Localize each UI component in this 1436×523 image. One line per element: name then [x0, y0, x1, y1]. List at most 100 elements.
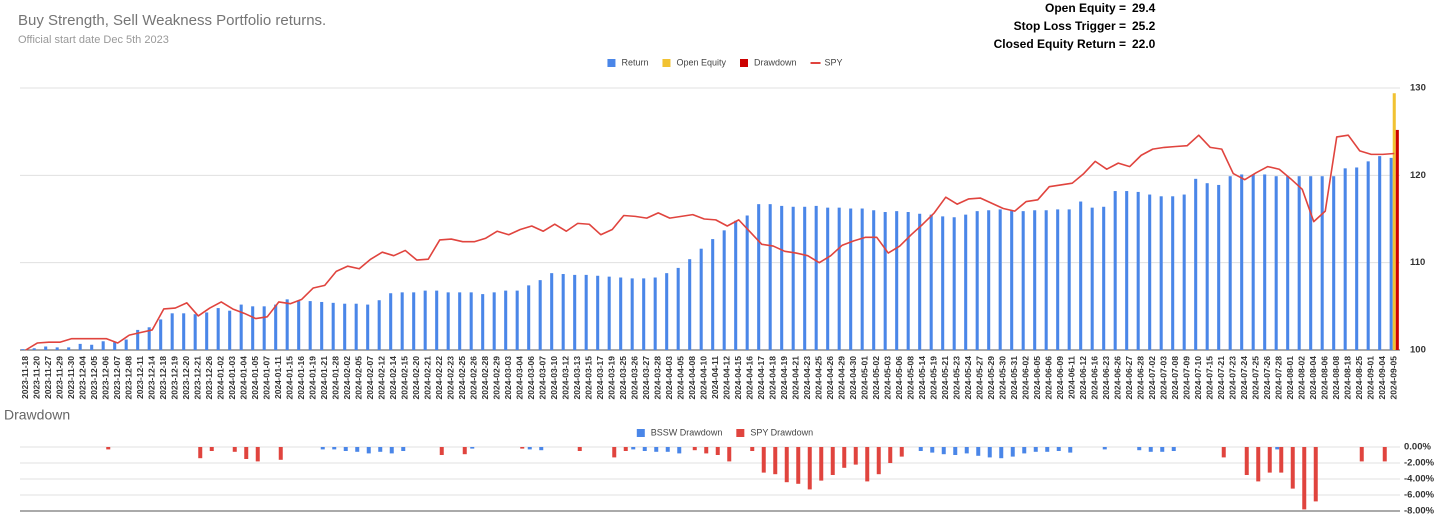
- bar: [768, 204, 772, 350]
- bar: [193, 314, 197, 350]
- x-tick-label: 2023-12-20: [181, 356, 191, 400]
- bar: [527, 447, 532, 450]
- y-tick-label: 130: [1410, 83, 1426, 94]
- bar: [987, 210, 991, 350]
- x-tick-label: 2024-03-27: [641, 356, 651, 400]
- bar: [389, 293, 393, 350]
- stat-value: 29.4: [1132, 1, 1156, 15]
- x-tick-label: 2024-04-08: [687, 356, 697, 400]
- x-tick-label: 2024-02-25: [457, 356, 467, 400]
- bar: [596, 275, 600, 350]
- bar: [136, 329, 140, 350]
- bar: [642, 278, 646, 350]
- bar: [906, 212, 910, 350]
- x-tick-label: 2023-11-27: [43, 356, 53, 399]
- bar: [692, 447, 697, 451]
- bar: [773, 447, 778, 475]
- bar: [853, 447, 858, 465]
- x-tick-label: 2024-06-26: [1113, 356, 1123, 400]
- bar: [539, 447, 544, 451]
- x-tick-label: 2024-07-03: [1159, 356, 1169, 400]
- bar: [918, 447, 923, 451]
- line: [25, 134, 1395, 351]
- bar: [699, 248, 703, 350]
- bar: [124, 339, 128, 350]
- x-tick-label: 2024-06-28: [1136, 356, 1146, 400]
- legend: Return Open Equity Drawdown SPY: [607, 57, 843, 67]
- bar: [458, 292, 462, 350]
- x-tick-label: 2024-05-29: [986, 356, 996, 400]
- bar: [745, 215, 749, 350]
- bar: [90, 344, 94, 350]
- bar: [577, 447, 582, 451]
- y-tick-label: -2.00%: [1404, 458, 1435, 469]
- x-tick-label: 2023-11-29: [55, 356, 65, 399]
- x-tick-label: 2024-01-19: [308, 356, 318, 400]
- x-tick-label: 2024-06-09: [1055, 356, 1065, 400]
- bar: [865, 447, 870, 482]
- x-tick-label: 2024-05-06: [894, 356, 904, 400]
- stat-label: Open Equity =: [1045, 1, 1126, 15]
- x-tick-label: 2024-09-04: [1377, 356, 1387, 400]
- x-tick-label: 2024-03-04: [515, 356, 525, 400]
- bar: [308, 301, 312, 350]
- bar: [331, 302, 335, 350]
- bar: [435, 290, 439, 350]
- stat-label: Closed Equity Return =: [994, 37, 1126, 51]
- bar: [837, 207, 841, 350]
- bar: [1102, 447, 1107, 450]
- bar: [515, 290, 519, 350]
- bar: [262, 306, 266, 350]
- x-tick-label: 2023-12-08: [124, 356, 134, 400]
- x-tick-label: 2024-02-26: [469, 356, 479, 400]
- bar: [1392, 93, 1396, 351]
- bar: [343, 303, 347, 350]
- x-tick-label: 2024-02-15: [400, 356, 410, 400]
- x-tick-label: 2024-01-21: [319, 356, 329, 400]
- bar: [1275, 447, 1280, 450]
- bar: [400, 292, 404, 350]
- bar: [976, 447, 981, 456]
- bar: [653, 277, 657, 350]
- bar: [1033, 210, 1037, 350]
- bar: [170, 313, 174, 350]
- x-tick-label: 2024-07-08: [1170, 356, 1180, 400]
- bar: [1056, 447, 1061, 451]
- bar: [1194, 178, 1198, 350]
- x-tick-label: 2024-07-28: [1274, 356, 1284, 400]
- x-tick-label: 2024-04-23: [802, 356, 812, 400]
- x-tick-label: 2024-08-04: [1308, 356, 1318, 400]
- x-tick-label: 2024-05-03: [883, 356, 893, 400]
- x-tick-label: 2024-05-21: [940, 356, 950, 400]
- bar: [251, 306, 255, 350]
- bar: [198, 447, 203, 459]
- bar: [113, 342, 117, 350]
- bar: [228, 310, 232, 350]
- x-tick-label: 2024-07-26: [1262, 356, 1272, 400]
- bar: [1067, 209, 1071, 350]
- x-tick-label: 2024-04-17: [756, 356, 766, 400]
- x-tick-label: 2024-04-03: [664, 356, 674, 400]
- x-tick-label: 2024-04-21: [791, 356, 801, 400]
- bar: [998, 209, 1002, 350]
- legend-marker: [662, 59, 671, 67]
- bar: [492, 292, 496, 350]
- bar: [147, 327, 151, 350]
- bar: [1263, 174, 1267, 350]
- bar: [1286, 176, 1290, 350]
- x-tick-label: 2024-07-02: [1147, 356, 1157, 400]
- bar: [842, 447, 847, 468]
- bar: [550, 273, 554, 350]
- bar: [803, 206, 807, 350]
- x-tick-label: 2024-07-10: [1193, 356, 1203, 400]
- bar: [244, 447, 249, 459]
- bar: [999, 447, 1004, 459]
- x-tick-label: 2024-03-12: [561, 356, 571, 400]
- legend-label: Drawdown: [754, 57, 797, 67]
- x-tick-label: 2024-08-01: [1285, 356, 1295, 400]
- bar: [67, 347, 71, 350]
- x-tick-label: 2024-02-22: [434, 356, 444, 400]
- x-tick-label: 2023-12-06: [101, 356, 111, 400]
- bar: [780, 205, 784, 350]
